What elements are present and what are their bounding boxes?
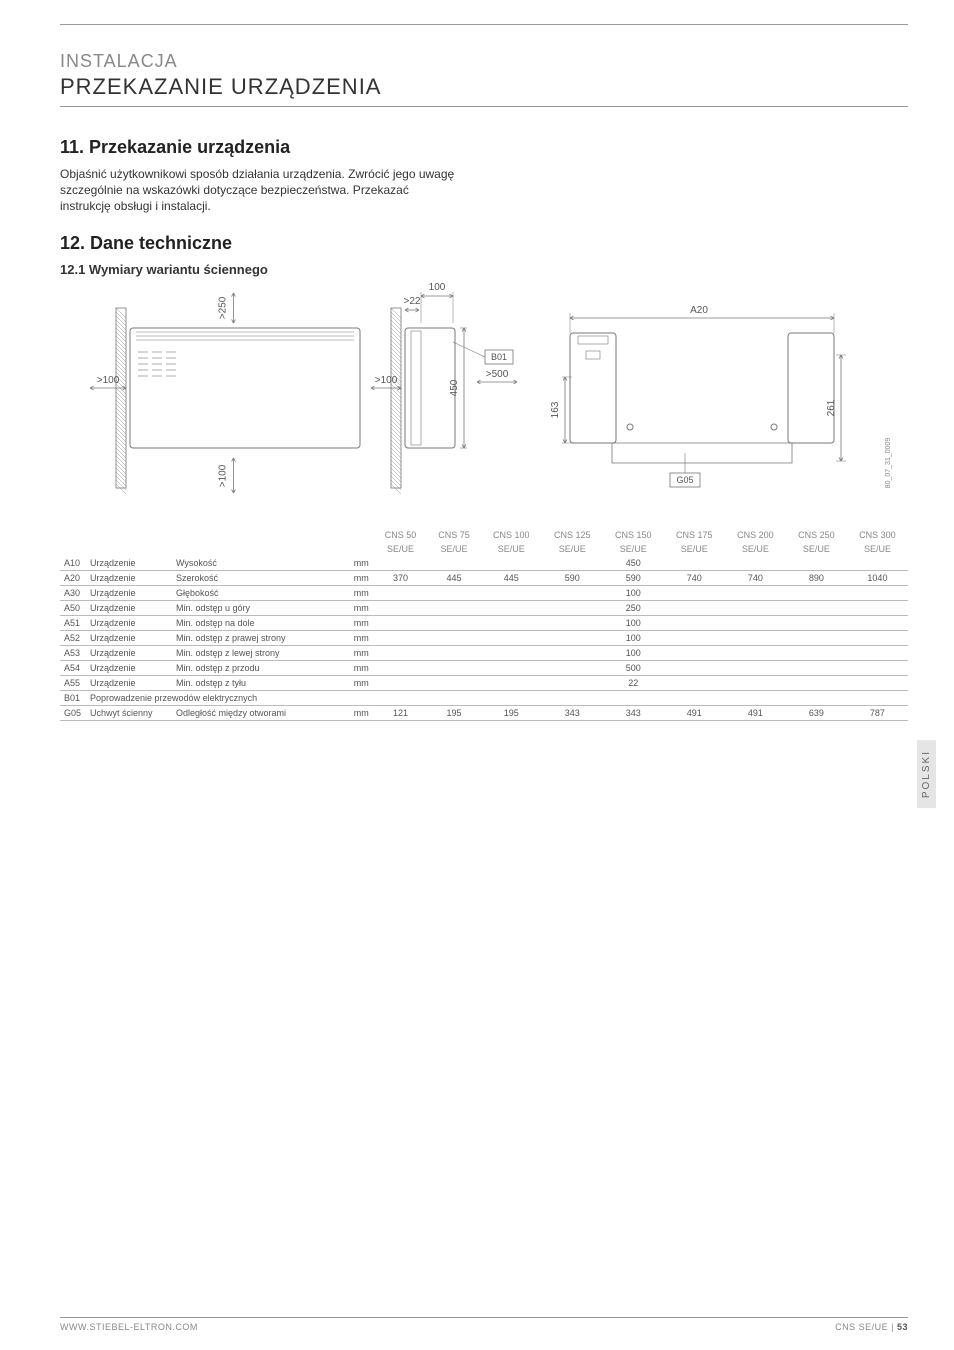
- heading-12: 12. Dane techniczne: [60, 233, 908, 254]
- table-row: A20UrządzenieSzerokośćmm3704454455905907…: [60, 570, 908, 585]
- footer-page: CNS SE/UE | 53: [835, 1322, 908, 1332]
- table-row: A52UrządzenieMin. odstęp z prawej strony…: [60, 630, 908, 645]
- dimensions-table: CNS 50CNS 75CNS 100CNS 125CNS 150CNS 175…: [60, 528, 908, 721]
- section-title: PRZEKAZANIE URZĄDZENIA: [60, 74, 908, 100]
- section-header: INSTALACJA PRZEKAZANIE URZĄDZENIA: [60, 51, 908, 107]
- table-row: A10UrządzenieWysokośćmm450: [60, 556, 908, 571]
- svg-text:G05: G05: [676, 475, 693, 485]
- table-row: A51UrządzenieMin. odstęp na dolemm100: [60, 615, 908, 630]
- table-row: B01Poprowadzenie przewodów elektrycznych: [60, 690, 908, 705]
- page-footer: WWW.STIEBEL-ELTRON.COM CNS SE/UE | 53: [60, 1317, 908, 1332]
- svg-text:100: 100: [429, 283, 446, 293]
- table-row: A53UrządzenieMin. odstęp z lewej stronym…: [60, 645, 908, 660]
- svg-text:B01: B01: [491, 352, 507, 362]
- svg-text:80_07_31_0009: 80_07_31_0009: [885, 437, 892, 488]
- svg-text:>100: >100: [218, 464, 229, 487]
- svg-text:>500: >500: [486, 369, 509, 380]
- svg-text:>100: >100: [97, 375, 120, 386]
- table-row: A55UrządzenieMin. odstęp z tyłumm22: [60, 675, 908, 690]
- body-11: Objaśnić użytkownikowi sposób działania …: [60, 166, 460, 215]
- subhead-12-1: 12.1 Wymiary wariantu ściennego: [60, 262, 908, 277]
- language-tab: POLSKI: [917, 740, 936, 808]
- table-row: A30UrządzenieGłębokośćmm100: [60, 585, 908, 600]
- svg-text:163: 163: [550, 401, 561, 418]
- svg-text:>250: >250: [218, 296, 229, 319]
- table-row: A54UrządzenieMin. odstęp z przodumm500: [60, 660, 908, 675]
- svg-text:>100: >100: [375, 375, 398, 386]
- section-supertitle: INSTALACJA: [60, 51, 908, 72]
- svg-text:450: 450: [449, 379, 460, 396]
- svg-text:261: 261: [826, 399, 837, 416]
- footer-url: WWW.STIEBEL-ELTRON.COM: [60, 1322, 198, 1332]
- table-row: A50UrządzenieMin. odstęp u górymm250: [60, 600, 908, 615]
- svg-text:A20: A20: [690, 305, 708, 316]
- wall-variant-diagram: >250 >100 >100 >100 450 >22 100 >500 B01 A20 163 26…: [60, 283, 908, 518]
- svg-text:>22: >22: [404, 296, 421, 307]
- table-row: G05Uchwyt ściennyOdległość między otwora…: [60, 705, 908, 720]
- heading-11: 11. Przekazanie urządzenia: [60, 137, 908, 158]
